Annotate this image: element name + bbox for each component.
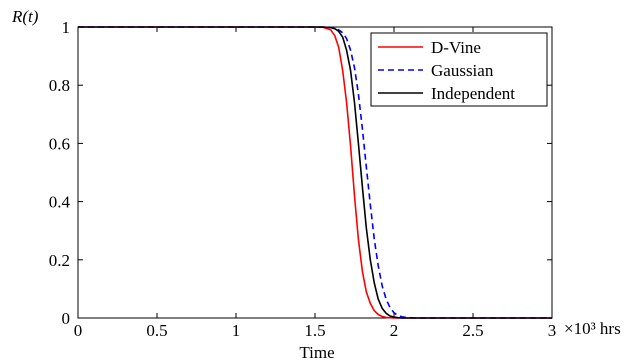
- x-tick-label: 2: [390, 321, 399, 340]
- legend-label: D-Vine: [431, 38, 481, 57]
- y-tick-label: 0.4: [49, 193, 71, 212]
- y-axis-label: R(t): [11, 7, 39, 26]
- x-axis-label: Time: [299, 343, 334, 362]
- x-tick-label: 2.5: [462, 321, 483, 340]
- series-line-independent: [78, 26, 552, 319]
- x-tick-label: 1: [232, 321, 241, 340]
- x-unit-label: ×10³ hrs: [564, 319, 621, 338]
- legend-label: Gaussian: [431, 61, 494, 80]
- x-tick-label: 1.5: [304, 321, 325, 340]
- y-tick-label: 1: [62, 18, 71, 37]
- legend-label: Independent: [431, 84, 515, 103]
- series-lines: [78, 26, 552, 319]
- y-tick-label: 0.8: [49, 76, 70, 95]
- y-tick-label: 0: [62, 309, 71, 328]
- x-tick-label: 0.5: [146, 321, 167, 340]
- y-tick-label: 0.6: [49, 134, 70, 153]
- x-tick-label: 0: [74, 321, 83, 340]
- x-tick-label: 3: [548, 321, 557, 340]
- legend: D-Vine Gaussian Independent: [370, 32, 548, 107]
- y-tick-label: 0.2: [49, 251, 70, 270]
